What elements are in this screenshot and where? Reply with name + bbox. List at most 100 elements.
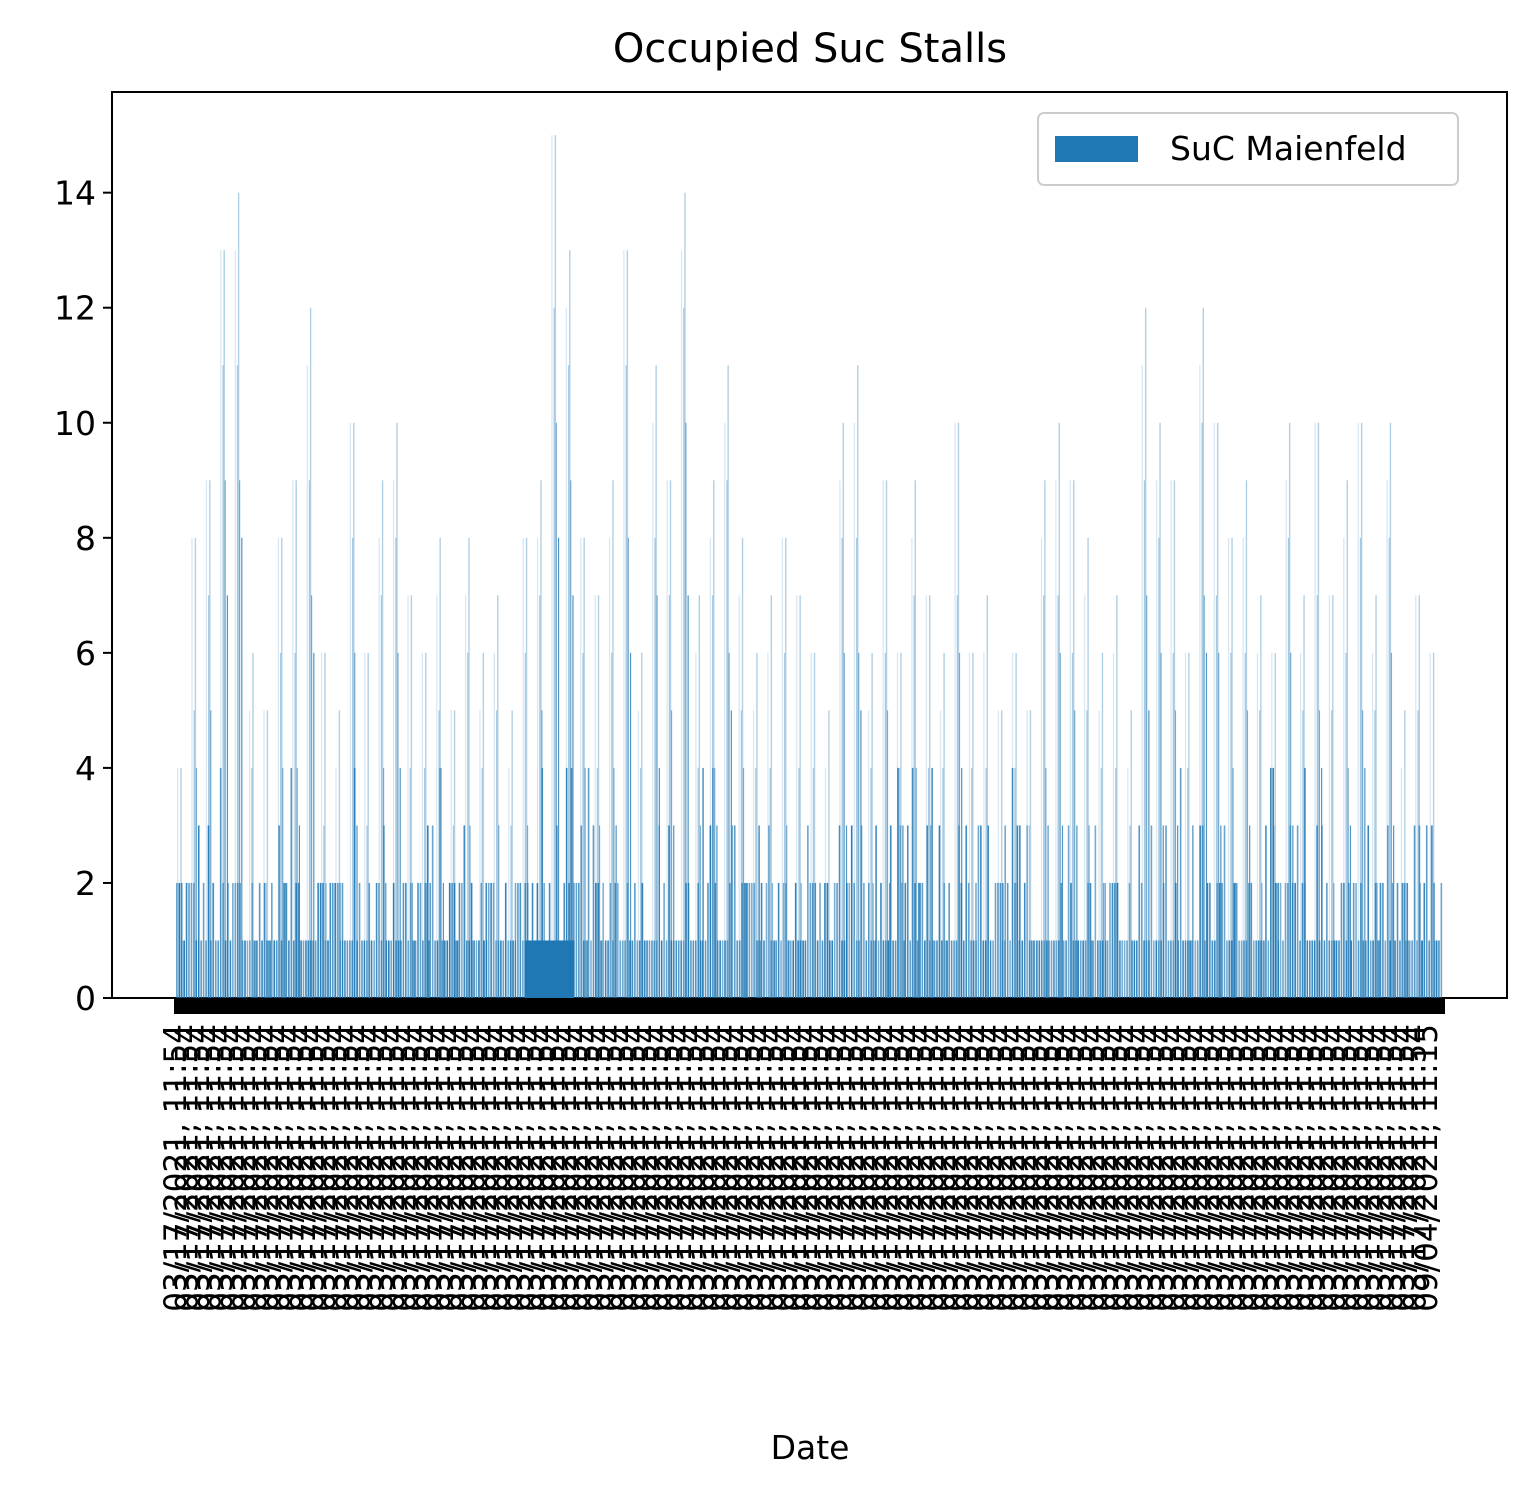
bar — [810, 652, 812, 998]
bar — [1206, 882, 1209, 998]
bar — [1228, 940, 1231, 998]
x-tick-label: 03/17/2021, 11:54 — [250, 1024, 286, 1312]
bar — [1131, 940, 1133, 998]
bar — [281, 537, 283, 998]
bar — [826, 882, 829, 998]
bar — [1162, 825, 1164, 998]
bar — [1372, 940, 1374, 998]
legend-swatch — [1055, 136, 1138, 162]
bar — [1333, 882, 1335, 998]
bar — [924, 940, 926, 998]
bar — [392, 480, 395, 998]
bar — [1101, 652, 1104, 998]
bar — [429, 882, 431, 998]
bar — [1057, 595, 1059, 998]
bar — [582, 940, 585, 998]
bar — [804, 940, 807, 998]
bar — [441, 940, 444, 998]
bar — [602, 882, 604, 998]
bar — [1287, 537, 1290, 998]
bar — [1153, 940, 1155, 998]
bar — [1404, 710, 1406, 998]
bar — [1256, 652, 1259, 998]
x-tick-label: 03/17/2021, 11:54 — [273, 1024, 309, 1312]
bar — [193, 710, 195, 998]
bar — [639, 767, 642, 998]
bar — [1246, 710, 1249, 998]
bar — [358, 882, 361, 998]
bar — [1345, 940, 1348, 998]
bar — [977, 825, 980, 998]
bar — [1273, 825, 1275, 998]
bar — [911, 767, 914, 998]
bar — [385, 882, 387, 998]
bar — [1374, 882, 1377, 998]
bar — [465, 940, 468, 998]
bar — [1060, 882, 1063, 998]
bar — [181, 940, 183, 998]
bar — [1074, 710, 1076, 998]
bar — [595, 882, 597, 998]
bar — [621, 940, 624, 998]
bar — [925, 595, 927, 998]
bar — [692, 940, 695, 998]
bar — [1101, 940, 1104, 998]
bar — [736, 940, 738, 998]
bar — [853, 422, 855, 998]
bar — [1116, 595, 1118, 998]
bar — [833, 882, 836, 998]
bar — [669, 480, 672, 998]
bar — [1304, 882, 1306, 998]
bar — [1179, 767, 1182, 998]
bar — [646, 940, 648, 998]
bar — [946, 940, 948, 998]
bar — [1170, 480, 1172, 998]
bar — [839, 480, 841, 998]
bar — [777, 882, 780, 998]
bar — [1416, 940, 1418, 998]
bar — [1059, 652, 1061, 998]
bar — [244, 940, 246, 998]
bar — [490, 882, 492, 998]
bar — [479, 710, 481, 998]
bar — [755, 767, 757, 998]
bar — [651, 940, 653, 998]
bar — [1087, 537, 1089, 998]
bar — [1314, 422, 1316, 998]
bar — [1377, 940, 1379, 998]
x-tick-label: 03/17/2021, 11:54 — [1065, 1024, 1101, 1312]
x-tick-label: 03/17/2021, 11:54 — [847, 1024, 883, 1312]
bar — [885, 480, 888, 998]
bar — [897, 767, 899, 998]
bar — [396, 422, 398, 998]
bar — [615, 825, 617, 998]
bar — [219, 767, 222, 998]
bar — [512, 940, 514, 998]
bar — [1172, 940, 1175, 998]
bar — [1270, 767, 1272, 998]
x-tick-label: 03/17/2021, 11:54 — [915, 1024, 951, 1312]
bar — [807, 825, 809, 998]
bar — [1288, 422, 1291, 998]
bar — [220, 250, 222, 998]
x-tick-label: 03/17/2021, 11:54 — [686, 1024, 722, 1312]
bar — [1173, 480, 1176, 998]
bar — [176, 882, 178, 998]
bar — [1308, 940, 1311, 998]
bar — [480, 882, 483, 998]
legend: SuC Maienfeld — [1037, 112, 1459, 186]
bar — [701, 940, 704, 998]
bar — [329, 882, 332, 998]
bar — [841, 537, 843, 998]
bar — [266, 940, 268, 998]
bar — [570, 480, 572, 998]
bar — [284, 882, 286, 998]
bar — [1399, 940, 1401, 998]
x-tick-label: 03/17/2021, 11:54 — [376, 1024, 412, 1312]
bar — [522, 537, 524, 998]
x-tick-label: 03/17/2021, 11:54 — [502, 1024, 538, 1312]
bar — [971, 767, 973, 998]
bar — [205, 480, 208, 998]
bar — [292, 480, 294, 998]
bar — [1092, 940, 1094, 998]
